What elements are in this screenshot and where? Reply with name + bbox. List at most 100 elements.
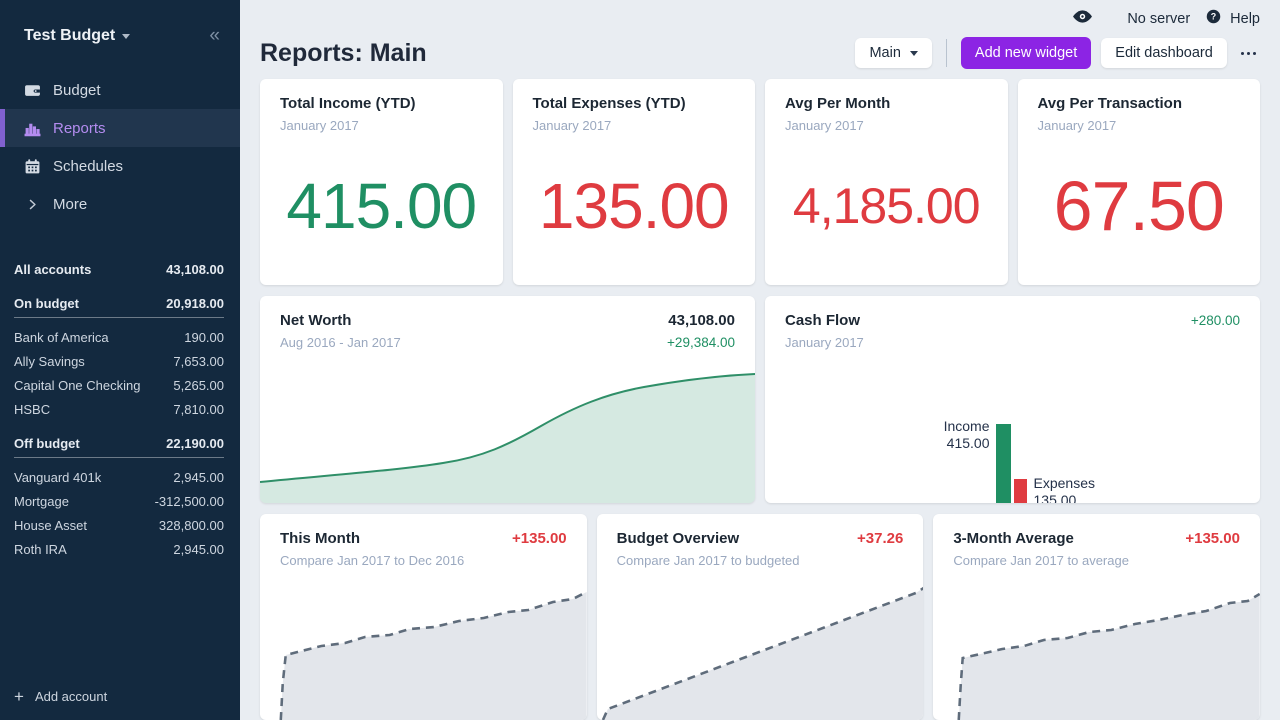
sidebar-item-label: More <box>53 195 88 213</box>
page-header: Reports: Main Main Add new widget Edit d… <box>260 37 1260 70</box>
add-new-widget-button[interactable]: Add new widget <box>960 37 1092 70</box>
account-balance: -312,500.00 <box>154 493 224 509</box>
widget-subtitle: January 2017 <box>532 118 612 134</box>
account-balance: 7,810.00 <box>173 401 224 417</box>
chevron-down-icon <box>909 51 918 57</box>
widget-subtitle: Aug 2016 - Jan 2017 <box>280 335 401 351</box>
page-title: Reports: Main <box>260 38 427 67</box>
widget-subtitle: January 2017 <box>785 118 864 134</box>
off-budget-group: Off budget 22,190.00 Vanguard 401k 2,945… <box>0 436 240 561</box>
wallet-icon <box>24 82 41 99</box>
sidebar-header: Test Budget « <box>0 0 240 57</box>
widget-title: Cash Flow <box>785 312 861 330</box>
widget-title: Avg Per Transaction <box>1037 95 1183 113</box>
account-row[interactable]: Roth IRA 2,945.00 <box>0 537 240 561</box>
account-name: Bank of America <box>14 329 109 345</box>
expenses-bar-label: Expenses 135.00 <box>1034 475 1095 503</box>
add-account-button[interactable]: + Add account <box>0 684 240 720</box>
bar-chart-icon <box>24 120 41 137</box>
accounts-list: All accounts 43,108.00 On budget 20,918.… <box>0 257 240 561</box>
sidebar-item-label: Budget <box>53 81 101 99</box>
main-content: No server ? Help Reports: Main Main Add … <box>240 0 1280 720</box>
expenses-value: 135.00 <box>1033 492 1077 504</box>
widget-total-expenses[interactable]: Total Expenses (YTD) January 2017 135.00 <box>512 79 755 286</box>
sidebar-item-reports[interactable]: Reports <box>0 109 240 147</box>
account-row[interactable]: Vanguard 401k 2,945.00 <box>0 465 240 489</box>
chart-card-row: Net Worth Aug 2016 - Jan 2017 43,108.00 … <box>260 296 1260 504</box>
account-row[interactable]: Bank of America 190.00 <box>0 325 240 349</box>
widget-value: 415.00 <box>286 170 477 243</box>
sidebar-item-label: Reports <box>53 119 106 137</box>
on-budget-group: On budget 20,918.00 Bank of America 190.… <box>0 296 240 421</box>
account-name: HSBC <box>14 401 51 417</box>
chevron-down-icon <box>122 34 131 39</box>
cash-flow-change: +280.00 <box>1190 313 1240 329</box>
server-status[interactable]: No server <box>1072 9 1190 28</box>
widget-subtitle: January 2017 <box>785 335 864 351</box>
account-balance: 190.00 <box>184 329 224 345</box>
widget-subtitle: Compare Jan 2017 to average <box>953 553 1129 569</box>
dashboard-selector-button[interactable]: Main <box>855 38 932 69</box>
off-budget-header[interactable]: Off budget 22,190.00 <box>14 436 224 458</box>
edit-dashboard-button[interactable]: Edit dashboard <box>1101 38 1227 69</box>
widget-3-month-average[interactable]: 3-Month Average Compare Jan 2017 to aver… <box>933 514 1260 720</box>
help-button[interactable]: ? Help <box>1206 9 1260 28</box>
widget-total-income[interactable]: Total Income (YTD) January 2017 415.00 <box>260 79 503 286</box>
help-label: Help <box>1230 10 1260 27</box>
account-balance: 2,945.00 <box>173 541 224 557</box>
widget-this-month[interactable]: This Month Compare Jan 2017 to Dec 2016 … <box>260 514 587 720</box>
budget-file-name: Test Budget <box>24 26 116 44</box>
budget-overview-dashed-chart <box>601 586 924 720</box>
collapse-sidebar-icon[interactable]: « <box>209 25 220 46</box>
account-row[interactable]: HSBC 7,810.00 <box>0 397 240 421</box>
income-bar-label: Income 415.00 <box>944 418 990 452</box>
account-name: Roth IRA <box>14 541 67 557</box>
account-row[interactable]: Ally Savings 7,653.00 <box>0 349 240 373</box>
account-name: Capital One Checking <box>14 377 141 393</box>
widget-subtitle: Compare Jan 2017 to budgeted <box>616 553 800 569</box>
comparison-card-row: This Month Compare Jan 2017 to Dec 2016 … <box>260 514 1260 720</box>
widget-budget-overview[interactable]: Budget Overview Compare Jan 2017 to budg… <box>596 514 924 720</box>
widget-net-worth[interactable]: Net Worth Aug 2016 - Jan 2017 43,108.00 … <box>260 296 755 504</box>
widget-avg-per-transaction[interactable]: Avg Per Transaction January 2017 67.50 <box>1017 79 1260 286</box>
account-balance: 328,800.00 <box>158 517 224 533</box>
server-status-label: No server <box>1127 10 1191 27</box>
widget-subtitle: January 2017 <box>280 118 359 134</box>
net-worth-area-chart <box>260 373 755 504</box>
account-row[interactable]: Mortgage -312,500.00 <box>0 489 240 513</box>
sidebar-item-schedules[interactable]: Schedules <box>0 147 240 185</box>
widget-cash-flow[interactable]: Cash Flow January 2017 +280.00 Income 41… <box>765 296 1260 504</box>
account-balance: 5,265.00 <box>173 377 224 393</box>
widget-title: Total Income (YTD) <box>280 95 416 113</box>
net-worth-change: +29,384.00 <box>667 335 735 351</box>
account-row[interactable]: Capital One Checking 5,265.00 <box>0 373 240 397</box>
account-name: Ally Savings <box>14 353 85 369</box>
privacy-eye-icon <box>1072 9 1093 28</box>
budget-file-selector[interactable]: Test Budget <box>24 26 131 45</box>
all-accounts-label: All accounts <box>14 261 92 277</box>
widget-title: 3-Month Average <box>953 530 1074 548</box>
all-accounts-row[interactable]: All accounts 43,108.00 <box>0 257 240 281</box>
widget-change: +37.26 <box>857 530 904 548</box>
account-balance: 7,653.00 <box>173 353 224 369</box>
widget-value: 135.00 <box>538 170 730 243</box>
widget-title: This Month <box>280 530 360 548</box>
sidebar-item-budget[interactable]: Budget <box>0 71 240 109</box>
expenses-bar <box>1013 479 1027 504</box>
more-options-icon[interactable] <box>1237 46 1260 61</box>
utility-bar: No server ? Help <box>260 0 1260 37</box>
three-month-average-dashed-chart <box>957 592 1260 720</box>
widget-avg-per-month[interactable]: Avg Per Month January 2017 4,185.00 <box>765 79 1008 286</box>
all-accounts-value: 43,108.00 <box>166 261 224 277</box>
income-value: 415.00 <box>946 435 990 452</box>
account-name: House Asset <box>14 517 87 533</box>
account-row[interactable]: House Asset 328,800.00 <box>0 513 240 537</box>
group-label: On budget <box>14 296 79 311</box>
on-budget-header[interactable]: On budget 20,918.00 <box>14 296 224 318</box>
widget-title: Total Expenses (YTD) <box>532 95 686 113</box>
dashboard-selector-label: Main <box>869 45 901 62</box>
sidebar-item-more[interactable]: More <box>0 185 240 223</box>
widget-title: Budget Overview <box>616 530 740 548</box>
widget-subtitle: January 2017 <box>1037 118 1117 134</box>
group-value: 22,190.00 <box>166 436 224 451</box>
